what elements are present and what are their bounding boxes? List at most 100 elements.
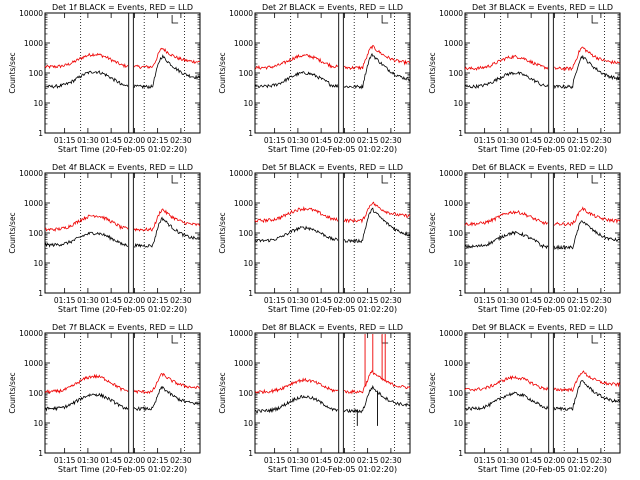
x-tick-label: 02:30 bbox=[380, 456, 402, 465]
y-tick-label: 1000 bbox=[234, 359, 253, 368]
detector-panel-1: Det 1f BLACK = Events, RED = LLD 1 10 100 10… bbox=[8, 3, 201, 154]
x-axis-label: Start Time (20-Feb-05 01:02:20) bbox=[478, 305, 607, 314]
detector-panel-6: Det 6f BLACK = Events, RED = LLD 1 10 100 10… bbox=[428, 163, 621, 314]
x-tick-label: 01:30 bbox=[497, 136, 519, 145]
plot-frame bbox=[44, 12, 201, 134]
x-tick-label: 02:30 bbox=[380, 136, 402, 145]
detector-panel-3: Det 3f BLACK = Events, RED = LLD 1 10 100 10… bbox=[428, 3, 621, 154]
x-tick-label: 01:30 bbox=[77, 296, 99, 305]
x-tick-label: 02:30 bbox=[590, 296, 612, 305]
x-tick-label: 01:15 bbox=[264, 296, 286, 305]
x-tick-label: 01:45 bbox=[310, 296, 332, 305]
plot-frame bbox=[254, 12, 411, 134]
y-tick-label: 100 bbox=[239, 229, 254, 238]
panel-title: Det 7f BLACK = Events, RED = LLD bbox=[52, 323, 193, 332]
x-tick-label: 01:45 bbox=[310, 456, 332, 465]
x-tick-label: 02:15 bbox=[147, 296, 169, 305]
y-tick-label: 1000 bbox=[234, 39, 253, 48]
y-tick-label: 1 bbox=[38, 289, 43, 298]
x-tick-label: 01:30 bbox=[497, 296, 519, 305]
lld-series-line bbox=[254, 44, 411, 71]
y-tick-label: 1000 bbox=[24, 199, 43, 208]
lld-series-line bbox=[464, 370, 621, 393]
y-tick-label: 10000 bbox=[439, 329, 463, 338]
panel-title: Det 8f BLACK = Events, RED = LLD bbox=[262, 323, 403, 332]
detector-panel-4: Det 4f BLACK = Events, RED = LLD 1 10 100 10… bbox=[8, 163, 201, 314]
panel-title: Det 1f BLACK = Events, RED = LLD bbox=[52, 3, 193, 12]
y-tick-label: 1 bbox=[248, 129, 253, 138]
x-tick-label: 01:30 bbox=[497, 456, 519, 465]
x-axis-label: Start Time (20-Feb-05 01:02:20) bbox=[268, 465, 397, 474]
detector-panel-8: Det 8f BLACK = Events, RED = LLD 1 10 100 10… bbox=[218, 323, 411, 474]
x-tick-label: 01:30 bbox=[77, 136, 99, 145]
x-axis-label: Start Time (20-Feb-05 01:02:20) bbox=[268, 305, 397, 314]
y-tick-label: 100 bbox=[449, 69, 464, 78]
x-tick-label: 02:30 bbox=[590, 456, 612, 465]
panel-title: Det 4f BLACK = Events, RED = LLD bbox=[52, 163, 193, 172]
y-tick-label: 100 bbox=[239, 389, 254, 398]
x-tick-label: 01:45 bbox=[520, 456, 542, 465]
x-tick-label: 01:45 bbox=[520, 296, 542, 305]
detector-panel-9: Det 9f BLACK = Events, RED = LLD 1 10 100 10… bbox=[428, 323, 621, 474]
x-tick-label: 01:30 bbox=[287, 296, 309, 305]
events-series-line bbox=[464, 54, 621, 90]
lld-series-line bbox=[44, 47, 201, 70]
panel-title: Det 6f BLACK = Events, RED = LLD bbox=[472, 163, 613, 172]
y-tick-label: 10 bbox=[453, 419, 463, 428]
y-tick-label: 10 bbox=[243, 259, 253, 268]
y-tick-label: 10000 bbox=[19, 169, 43, 178]
x-axis-label: Start Time (20-Feb-05 01:02:20) bbox=[58, 305, 187, 314]
y-tick-label: 10000 bbox=[19, 9, 43, 18]
lld-series-line bbox=[254, 370, 411, 395]
panel-title: Det 9f BLACK = Events, RED = LLD bbox=[472, 323, 613, 332]
lld-series-line bbox=[464, 46, 621, 72]
y-tick-label: 1 bbox=[458, 289, 463, 298]
y-tick-label: 100 bbox=[29, 69, 44, 78]
y-axis-label: Counts/sec bbox=[218, 52, 227, 93]
x-tick-label: 02:00 bbox=[544, 456, 566, 465]
y-tick-label: 100 bbox=[449, 229, 464, 238]
x-tick-label: 01:15 bbox=[264, 456, 286, 465]
x-axis-label: Start Time (20-Feb-05 01:02:20) bbox=[478, 465, 607, 474]
x-tick-label: 02:15 bbox=[567, 296, 589, 305]
y-axis-label: Counts/sec bbox=[428, 212, 437, 253]
x-tick-label: 01:15 bbox=[54, 456, 76, 465]
y-axis-label: Counts/sec bbox=[428, 52, 437, 93]
lld-series-line bbox=[464, 206, 621, 227]
plot-frame bbox=[254, 172, 411, 294]
plot-frame bbox=[464, 12, 621, 134]
plot-frame bbox=[254, 332, 411, 454]
x-tick-label: 02:00 bbox=[334, 456, 356, 465]
x-axis-label: Start Time (20-Feb-05 01:02:20) bbox=[268, 145, 397, 154]
x-tick-label: 02:00 bbox=[334, 136, 356, 145]
x-tick-label: 01:45 bbox=[100, 456, 122, 465]
y-tick-label: 10 bbox=[243, 419, 253, 428]
x-tick-label: 01:30 bbox=[77, 456, 99, 465]
y-tick-label: 1 bbox=[458, 449, 463, 458]
x-tick-label: 02:30 bbox=[380, 296, 402, 305]
x-tick-label: 02:00 bbox=[124, 296, 146, 305]
events-series-line bbox=[464, 380, 621, 412]
y-tick-label: 1 bbox=[458, 129, 463, 138]
y-tick-label: 1000 bbox=[444, 39, 463, 48]
y-tick-label: 1000 bbox=[24, 39, 43, 48]
events-series-line bbox=[464, 220, 621, 251]
saa-flag-marker bbox=[171, 335, 179, 344]
x-tick-label: 01:45 bbox=[310, 136, 332, 145]
saa-flag-marker bbox=[171, 175, 179, 184]
plot-frame bbox=[44, 332, 201, 454]
y-tick-label: 100 bbox=[29, 229, 44, 238]
x-tick-label: 02:00 bbox=[334, 296, 356, 305]
saa-flag-marker bbox=[591, 15, 599, 24]
y-tick-label: 1 bbox=[248, 289, 253, 298]
x-axis-label: Start Time (20-Feb-05 01:02:20) bbox=[478, 145, 607, 154]
x-tick-label: 02:00 bbox=[544, 136, 566, 145]
detector-panel-5: Det 5f BLACK = Events, RED = LLD 1 10 100 10… bbox=[218, 163, 411, 314]
x-tick-label: 01:45 bbox=[100, 296, 122, 305]
y-tick-label: 10000 bbox=[229, 329, 253, 338]
y-tick-label: 100 bbox=[29, 389, 44, 398]
saa-flag-marker bbox=[381, 175, 389, 184]
x-axis-label: Start Time (20-Feb-05 01:02:20) bbox=[58, 465, 187, 474]
x-tick-label: 02:15 bbox=[357, 136, 379, 145]
